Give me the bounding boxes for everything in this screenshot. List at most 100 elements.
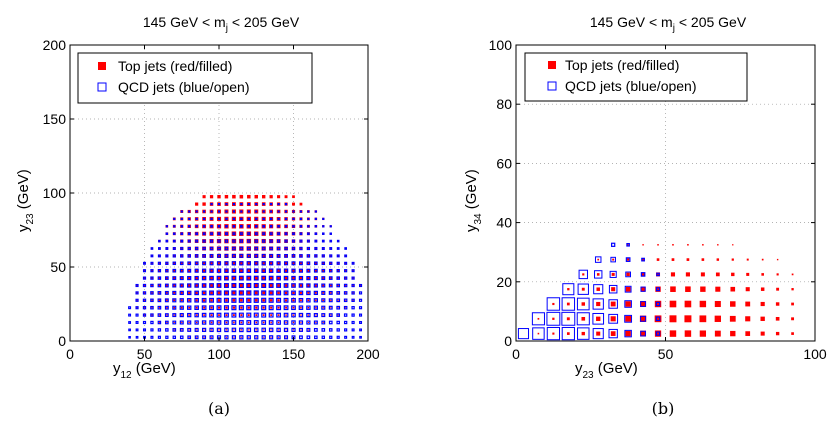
top-jet-mark (315, 307, 317, 309)
qcd-jet-mark (299, 239, 303, 243)
top-jet-mark (166, 322, 168, 323)
qcd-jet-mark (216, 312, 222, 318)
qcd-jet-mark (307, 232, 310, 236)
qcd-jet-mark (225, 210, 228, 213)
qcd-jet-mark (269, 246, 273, 251)
top-jet-mark (322, 239, 325, 243)
top-jet-mark (714, 315, 721, 322)
top-jet-mark (582, 273, 585, 276)
top-jet-mark (284, 246, 288, 251)
qcd-jet-mark (217, 203, 221, 206)
qcd-jet-mark (253, 320, 259, 325)
qcd-jet-mark (255, 217, 258, 221)
top-jet-mark (216, 238, 222, 244)
qcd-jet-mark (246, 268, 252, 274)
top-jet-mark (285, 314, 287, 316)
qcd-jet-mark (329, 232, 332, 235)
qcd-jet-mark (640, 315, 647, 322)
qcd-jet-mark (254, 246, 259, 251)
top-jet-mark (202, 291, 206, 295)
top-jet-mark (745, 287, 750, 292)
qcd-jet-mark (262, 217, 265, 221)
qcd-jet-mark (172, 298, 177, 303)
chart-a-ylabel: y23 (GeV) (15, 169, 36, 232)
qcd-jet-mark (299, 225, 303, 228)
qcd-jet-mark (306, 246, 311, 251)
top-jet-mark (188, 314, 190, 316)
chart-a-ticks: 0 50 100 150 200 0 50 100 150 200 (43, 37, 380, 362)
qcd-jet-mark (609, 270, 617, 278)
top-jet-mark (143, 284, 146, 287)
qcd-jet-mark (179, 276, 184, 281)
qcd-jet-mark (195, 225, 198, 228)
qcd-jet-mark (313, 290, 318, 296)
top-jet-mark (231, 231, 237, 236)
qcd-jet-mark (246, 297, 252, 303)
qcd-jet-mark (179, 335, 184, 340)
qcd-jet-mark (172, 335, 177, 340)
top-jet-mark (254, 216, 259, 221)
top-jet-mark (136, 284, 138, 287)
top-jet-mark (166, 314, 168, 316)
top-jet-mark (203, 321, 205, 324)
top-jet-mark (203, 336, 205, 338)
top-jet-mark (277, 284, 281, 287)
top-jet-mark (731, 258, 734, 261)
qcd-jet-mark (150, 335, 154, 339)
top-jet-mark (211, 336, 213, 338)
qcd-jet-mark (262, 210, 265, 213)
qcd-jet-mark (283, 290, 289, 296)
qcd-jet-mark (253, 268, 259, 274)
qcd-jet-mark (202, 239, 206, 243)
top-jet-mark (596, 301, 601, 307)
qcd-jet-mark (255, 210, 258, 213)
qcd-jet-mark (187, 275, 192, 281)
qcd-jet-mark (314, 210, 317, 213)
top-jet-mark (232, 276, 236, 280)
qcd-jet-mark (201, 275, 207, 281)
qcd-jet-mark (209, 290, 214, 296)
top-jet-mark (284, 195, 288, 199)
qcd-jet-mark (561, 297, 576, 311)
qcd-jet-mark (231, 253, 236, 258)
chart-b-grid (516, 45, 815, 341)
qcd-jet-mark (224, 275, 229, 281)
top-jet-mark (262, 291, 266, 295)
qcd-jet-mark (291, 246, 296, 251)
x-tick-label: 100 (207, 346, 231, 362)
top-jet-mark (165, 254, 169, 258)
top-jet-mark (195, 314, 198, 316)
x-tick-label: 0 (512, 346, 520, 362)
qcd-jet-mark (186, 305, 192, 310)
qcd-jet-mark (255, 203, 258, 206)
top-jet-mark (202, 246, 207, 251)
qcd-jet-mark (291, 290, 296, 296)
top-jet-mark (218, 321, 220, 324)
top-jet-mark (158, 247, 161, 250)
qcd-jet-mark (314, 232, 318, 236)
qcd-jet-mark (291, 261, 296, 266)
top-jet-mark (194, 261, 199, 265)
top-jet-mark (231, 261, 236, 266)
top-jet-mark (269, 276, 273, 280)
top-jet-mark (262, 195, 266, 199)
top-jet-mark (158, 322, 160, 323)
top-jet-mark (173, 306, 176, 309)
top-jet-mark (299, 291, 302, 294)
qcd-jet-mark (254, 224, 258, 228)
top-jet-mark (254, 276, 258, 280)
chart-b-legend-label-top: Top jets (red/filled) (565, 57, 679, 73)
qcd-jet-mark (187, 335, 192, 340)
qcd-jet-mark (238, 297, 244, 303)
qcd-jet-mark (261, 335, 266, 340)
top-jet-mark (596, 316, 601, 321)
top-jet-mark (307, 276, 310, 280)
chart-b-title: 145 GeV < mj < 205 GeV (590, 14, 747, 34)
qcd-jet-mark (209, 253, 214, 258)
qcd-jet-mark (231, 335, 237, 340)
chart-b-legend: Top jets (red/filled) QCD jets (blue/ope… (524, 52, 748, 102)
qcd-jet-mark (268, 312, 274, 318)
top-jet-mark (224, 283, 229, 288)
top-jet-mark (300, 306, 302, 309)
top-jet-mark (291, 246, 296, 251)
